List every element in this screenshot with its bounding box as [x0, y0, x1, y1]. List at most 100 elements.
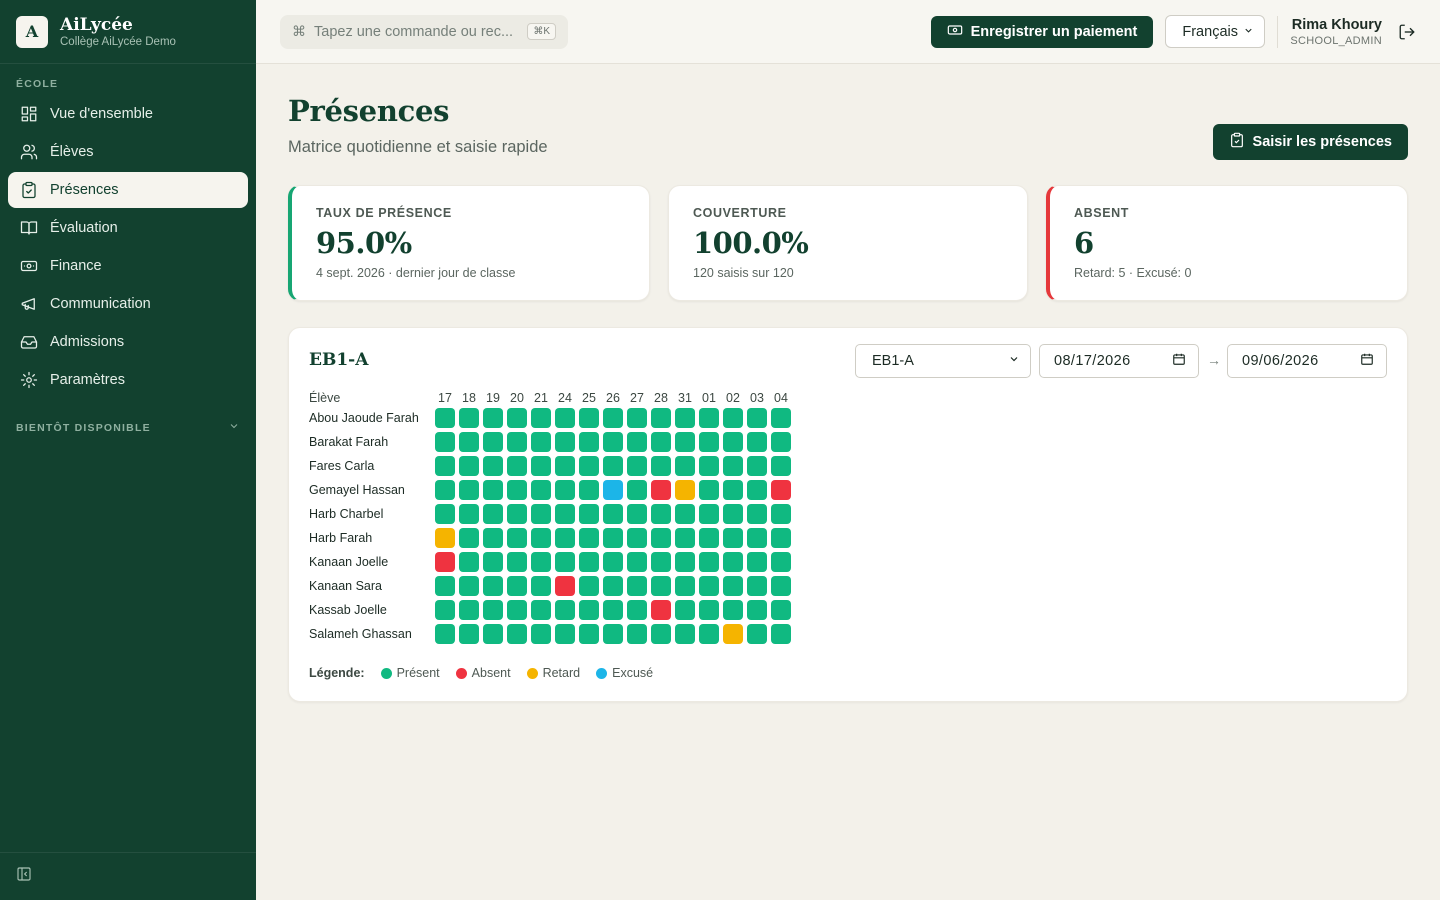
attendance-cell[interactable]: [627, 624, 647, 644]
attendance-cell[interactable]: [603, 624, 623, 644]
sidebar-item-attendance[interactable]: Présences: [8, 172, 248, 208]
attendance-cell[interactable]: [747, 408, 767, 428]
attendance-cell[interactable]: [747, 480, 767, 500]
sidebar-item-settings[interactable]: Paramètres: [8, 362, 248, 398]
attendance-cell[interactable]: [651, 456, 671, 476]
attendance-cell[interactable]: [699, 624, 719, 644]
attendance-cell[interactable]: [603, 408, 623, 428]
attendance-cell[interactable]: [603, 600, 623, 620]
attendance-cell[interactable]: [627, 456, 647, 476]
attendance-cell[interactable]: [459, 456, 479, 476]
attendance-cell[interactable]: [699, 432, 719, 452]
attendance-cell[interactable]: [699, 576, 719, 596]
attendance-cell[interactable]: [555, 600, 575, 620]
attendance-cell[interactable]: [627, 480, 647, 500]
attendance-cell[interactable]: [627, 552, 647, 572]
attendance-cell[interactable]: [483, 408, 503, 428]
attendance-cell[interactable]: [507, 528, 527, 548]
attendance-cell[interactable]: [483, 480, 503, 500]
attendance-cell[interactable]: [699, 480, 719, 500]
attendance-cell[interactable]: [627, 600, 647, 620]
attendance-cell[interactable]: [747, 456, 767, 476]
attendance-cell[interactable]: [483, 600, 503, 620]
attendance-cell[interactable]: [507, 552, 527, 572]
attendance-cell[interactable]: [579, 432, 599, 452]
attendance-cell[interactable]: [627, 504, 647, 524]
attendance-cell[interactable]: [771, 504, 791, 524]
attendance-cell[interactable]: [483, 576, 503, 596]
attendance-cell[interactable]: [531, 504, 551, 524]
attendance-cell[interactable]: [651, 576, 671, 596]
date-from-input[interactable]: 08/17/2026: [1039, 344, 1199, 378]
attendance-cell[interactable]: [579, 576, 599, 596]
attendance-cell[interactable]: [531, 528, 551, 548]
language-select[interactable]: Français: [1165, 15, 1266, 48]
attendance-cell[interactable]: [435, 624, 455, 644]
attendance-cell[interactable]: [435, 576, 455, 596]
attendance-cell[interactable]: [483, 624, 503, 644]
attendance-cell[interactable]: [603, 528, 623, 548]
attendance-cell[interactable]: [555, 576, 575, 596]
attendance-cell[interactable]: [771, 456, 791, 476]
attendance-cell[interactable]: [483, 528, 503, 548]
attendance-cell[interactable]: [771, 432, 791, 452]
attendance-cell[interactable]: [723, 528, 743, 548]
attendance-cell[interactable]: [531, 552, 551, 572]
attendance-cell[interactable]: [723, 600, 743, 620]
attendance-cell[interactable]: [531, 408, 551, 428]
attendance-cell[interactable]: [579, 456, 599, 476]
sidebar-item-evaluation[interactable]: Évaluation: [8, 210, 248, 246]
record-payment-button[interactable]: Enregistrer un paiement: [930, 15, 1154, 48]
attendance-cell[interactable]: [507, 624, 527, 644]
attendance-cell[interactable]: [531, 624, 551, 644]
attendance-cell[interactable]: [435, 504, 455, 524]
attendance-cell[interactable]: [675, 456, 695, 476]
attendance-cell[interactable]: [603, 504, 623, 524]
attendance-cell[interactable]: [723, 624, 743, 644]
attendance-cell[interactable]: [627, 432, 647, 452]
attendance-cell[interactable]: [579, 480, 599, 500]
attendance-cell[interactable]: [747, 504, 767, 524]
attendance-cell[interactable]: [555, 504, 575, 524]
attendance-cell[interactable]: [579, 504, 599, 524]
attendance-cell[interactable]: [579, 528, 599, 548]
attendance-cell[interactable]: [747, 600, 767, 620]
attendance-cell[interactable]: [603, 576, 623, 596]
attendance-cell[interactable]: [555, 456, 575, 476]
attendance-cell[interactable]: [747, 552, 767, 572]
attendance-cell[interactable]: [771, 480, 791, 500]
attendance-cell[interactable]: [435, 600, 455, 620]
attendance-cell[interactable]: [555, 408, 575, 428]
attendance-cell[interactable]: [555, 624, 575, 644]
calendar-icon[interactable]: [1360, 352, 1374, 370]
attendance-cell[interactable]: [459, 624, 479, 644]
attendance-cell[interactable]: [675, 408, 695, 428]
attendance-cell[interactable]: [699, 408, 719, 428]
attendance-cell[interactable]: [555, 528, 575, 548]
attendance-cell[interactable]: [771, 600, 791, 620]
attendance-cell[interactable]: [651, 528, 671, 548]
attendance-cell[interactable]: [651, 552, 671, 572]
attendance-cell[interactable]: [699, 552, 719, 572]
attendance-cell[interactable]: [723, 480, 743, 500]
attendance-cell[interactable]: [531, 600, 551, 620]
attendance-cell[interactable]: [747, 576, 767, 596]
attendance-cell[interactable]: [771, 528, 791, 548]
sidebar-item-finance[interactable]: Finance: [8, 248, 248, 284]
attendance-cell[interactable]: [507, 600, 527, 620]
attendance-cell[interactable]: [675, 624, 695, 644]
attendance-cell[interactable]: [435, 456, 455, 476]
attendance-cell[interactable]: [627, 576, 647, 596]
attendance-cell[interactable]: [555, 552, 575, 572]
attendance-cell[interactable]: [435, 528, 455, 548]
logout-icon[interactable]: [1398, 23, 1416, 41]
attendance-cell[interactable]: [651, 504, 671, 524]
attendance-cell[interactable]: [435, 432, 455, 452]
attendance-cell[interactable]: [603, 456, 623, 476]
attendance-cell[interactable]: [723, 408, 743, 428]
attendance-cell[interactable]: [603, 552, 623, 572]
attendance-cell[interactable]: [723, 504, 743, 524]
attendance-cell[interactable]: [699, 600, 719, 620]
attendance-cell[interactable]: [747, 624, 767, 644]
attendance-cell[interactable]: [723, 432, 743, 452]
